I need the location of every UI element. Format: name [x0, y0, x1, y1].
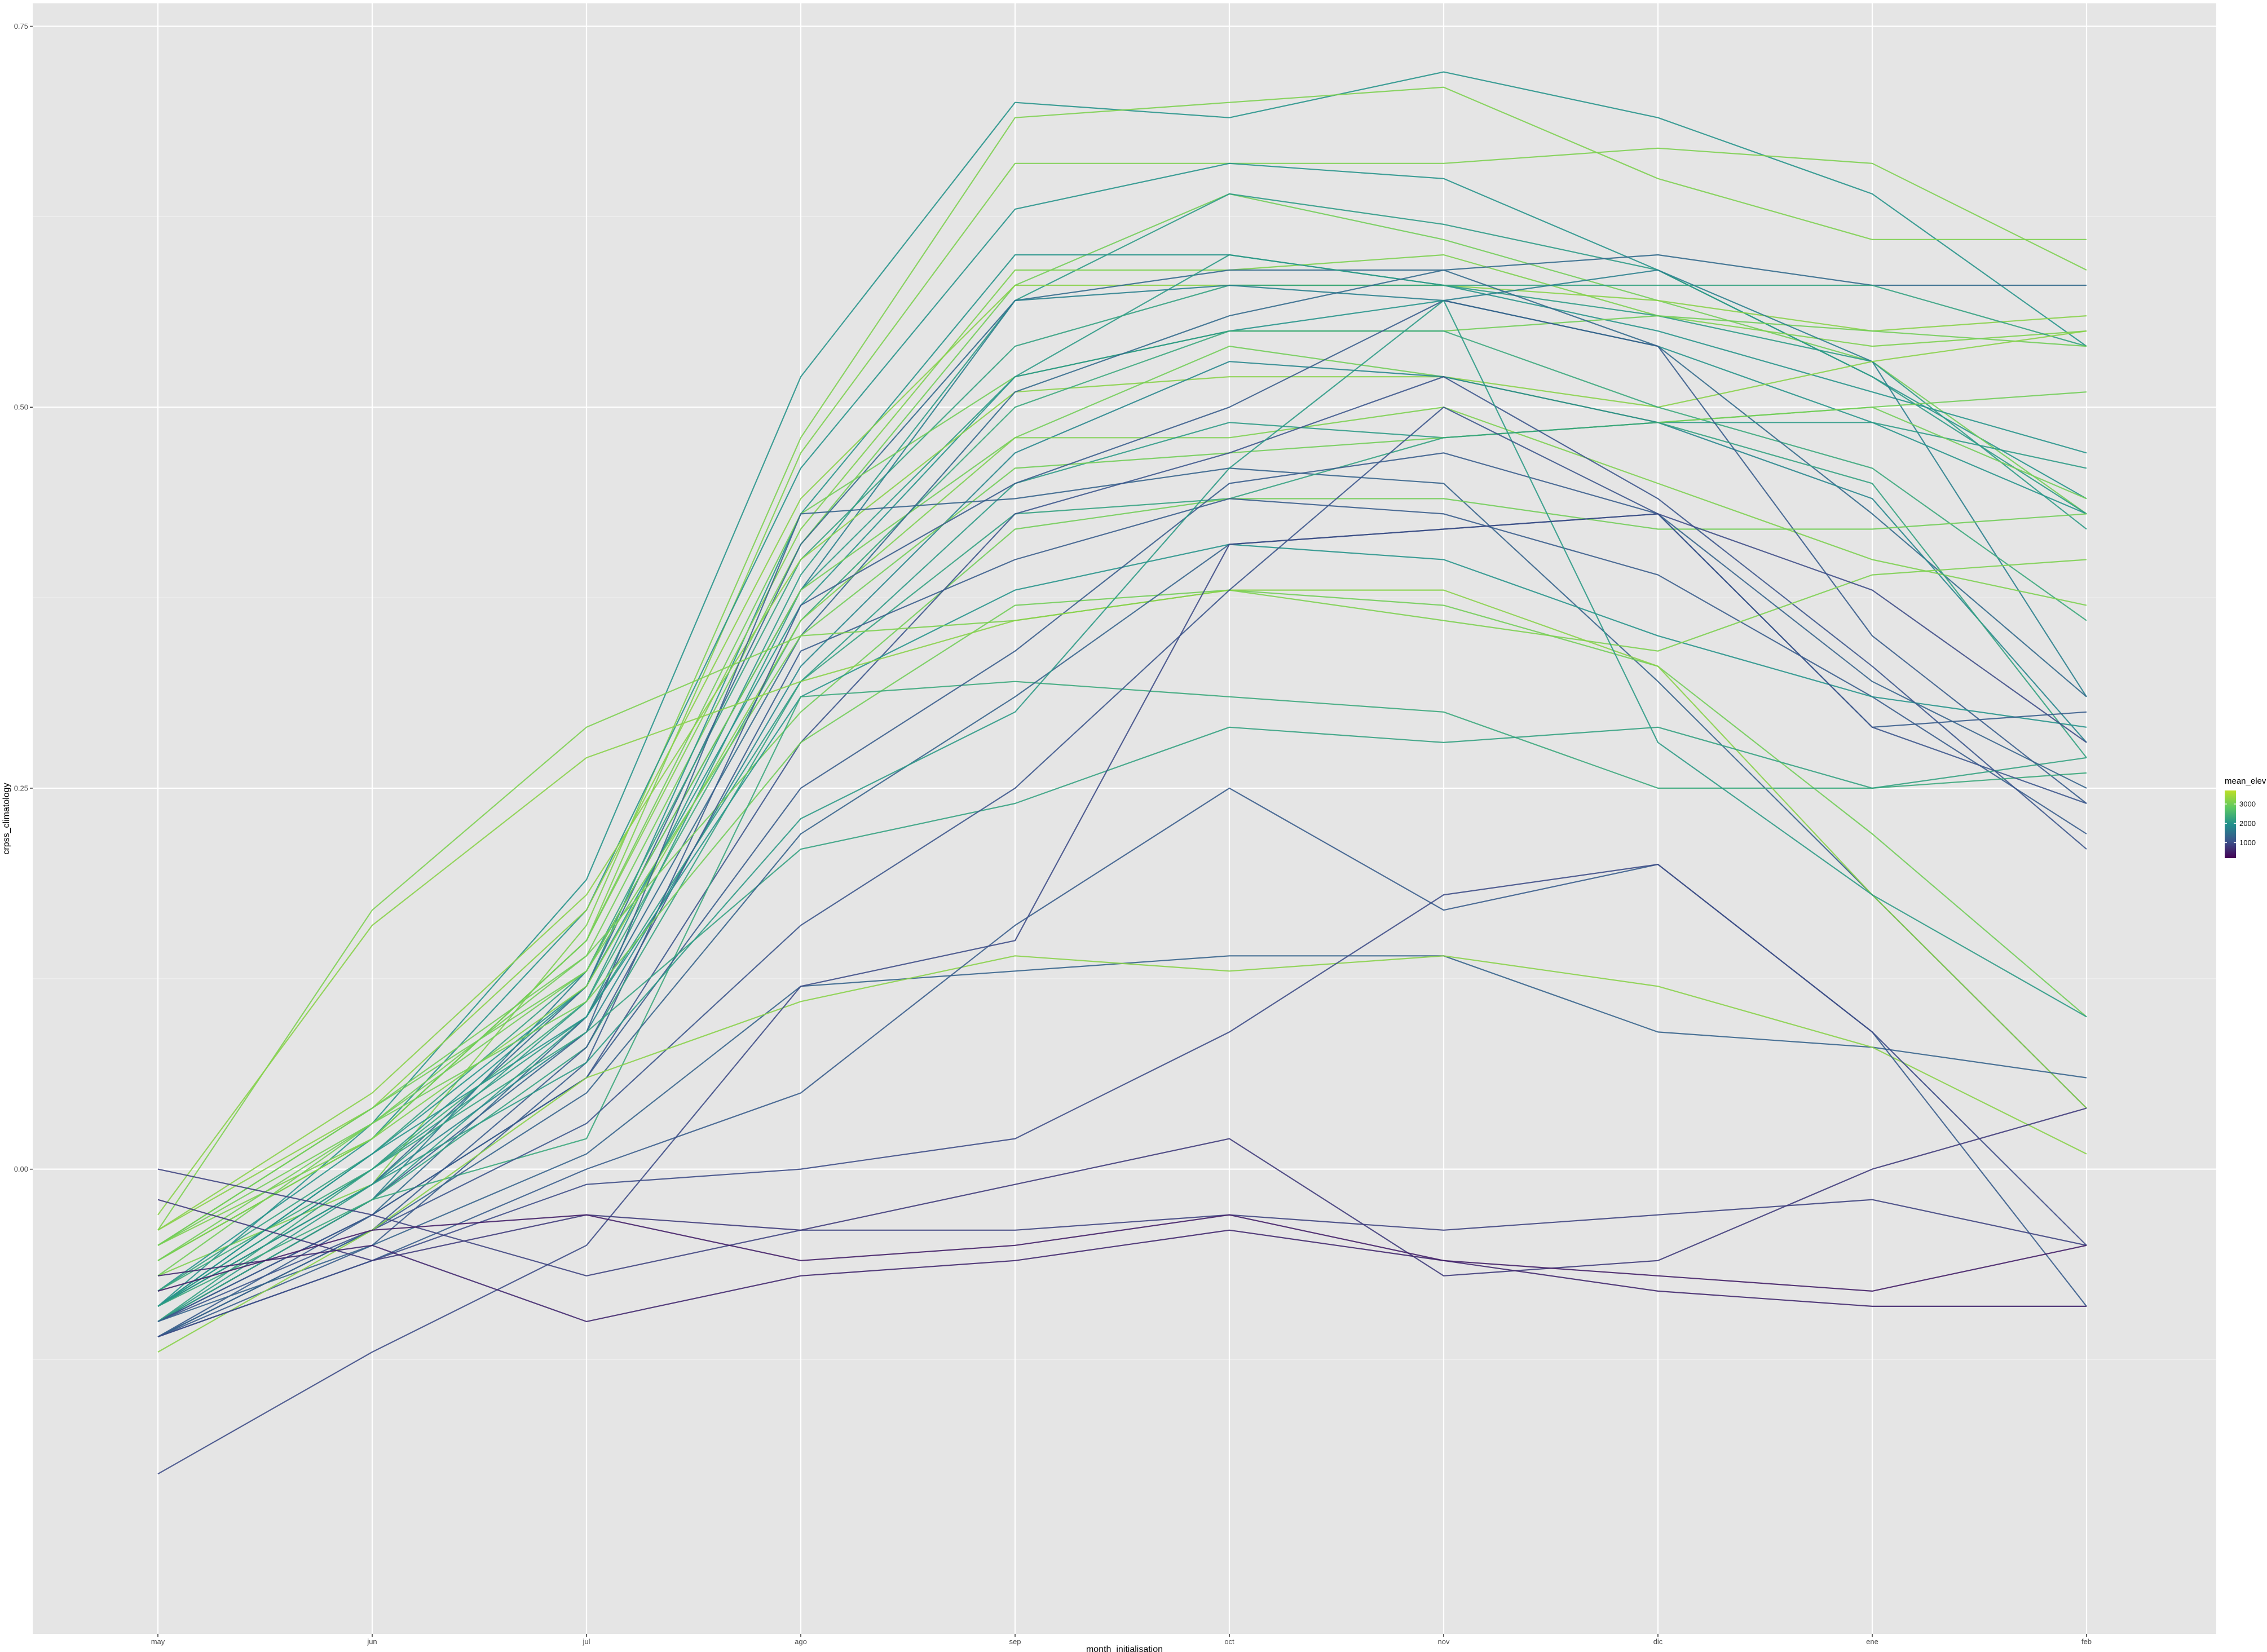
x-axis: may jun jul ago sep oct nov dic ene feb [151, 1634, 2092, 1646]
legend-tick-label: 2000 [2239, 819, 2256, 828]
series-line [157, 1229, 2087, 1322]
x-tick-label: nov [1438, 1637, 1450, 1646]
series-line [157, 1168, 2087, 1276]
x-tick-label: ene [1866, 1637, 1878, 1646]
series-line [157, 498, 2087, 1246]
legend-title: mean_elev [2225, 776, 2266, 786]
series-line [157, 955, 2087, 1353]
y-axis-title: crpss_climatology [2, 783, 11, 854]
plot-panel [33, 3, 2216, 1634]
y-tick-label: 0.75 [14, 22, 28, 30]
series-line [157, 1214, 2087, 1292]
x-tick-label: feb [2081, 1637, 2092, 1646]
series-line [157, 1107, 2087, 1276]
x-tick-label: jun [367, 1637, 377, 1646]
y-tick-label: 0.25 [14, 784, 28, 792]
y-tick-label: 0.00 [14, 1165, 28, 1173]
grid-major [33, 3, 2216, 1634]
series-line [157, 513, 2087, 1337]
series-line [157, 726, 2087, 1322]
x-tick-label: oct [1224, 1637, 1234, 1646]
legend-colorbar [2225, 790, 2236, 858]
series-line [157, 330, 2087, 1231]
legend: mean_elev 1000 2000 3000 [2225, 776, 2266, 858]
series-line [157, 407, 2087, 1322]
legend-ticks: 1000 2000 3000 [2225, 800, 2256, 847]
legend-tick-label: 1000 [2239, 838, 2256, 847]
y-axis: 0.00 0.25 0.50 0.75 [14, 22, 33, 1173]
x-tick-label: may [151, 1637, 165, 1646]
legend-tick-label: 3000 [2239, 800, 2256, 809]
x-tick-label: ago [795, 1637, 807, 1646]
series-line [157, 498, 2087, 1337]
series-layer [157, 71, 2087, 1475]
x-axis-title: month_initialisation [1086, 1645, 1163, 1652]
series-line [157, 513, 2087, 1475]
x-tick-label: jul [582, 1637, 590, 1646]
series-line [157, 589, 2087, 1216]
series-line [157, 422, 2087, 1307]
series-line [157, 299, 2087, 1307]
x-tick-label: sep [1009, 1637, 1021, 1646]
series-line [157, 254, 2087, 1307]
series-line [157, 361, 2087, 1307]
series-line [157, 589, 2087, 1261]
series-line [157, 86, 2087, 1276]
series-line [157, 407, 2087, 1246]
x-tick-label: dic [1653, 1637, 1663, 1646]
y-tick-label: 0.50 [14, 403, 28, 412]
